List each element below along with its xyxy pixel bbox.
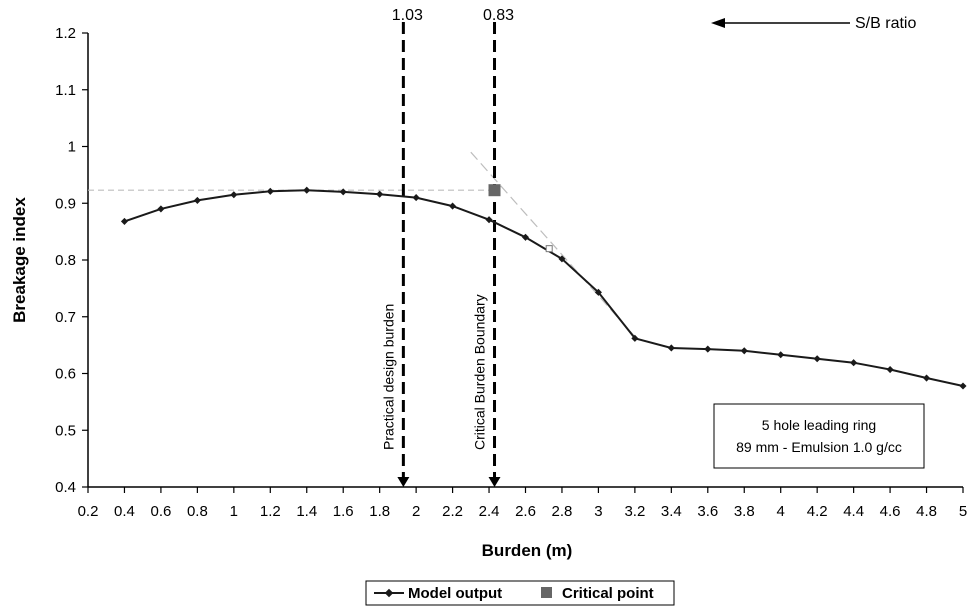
x-tick-label: 0.8 [187, 503, 208, 520]
arrow-down-icon [397, 477, 410, 487]
x-tick-label: 4.4 [843, 503, 864, 520]
vertical-line-label: Practical design burden [380, 304, 396, 450]
legend-line-marker [384, 588, 394, 598]
vertical-line-top-value: 0.83 [483, 7, 514, 24]
data-point [704, 345, 712, 353]
arrow-down-icon [488, 477, 501, 487]
x-tick-label: 2.2 [442, 503, 463, 520]
x-tick-label: 5 [959, 503, 967, 520]
data-point [813, 355, 821, 363]
vertical-line-label: Critical Burden Boundary [472, 294, 488, 450]
data-point [558, 255, 566, 263]
data-point [959, 382, 967, 390]
data-point [157, 205, 165, 213]
x-tick-label: 3 [594, 503, 602, 520]
legend-critical-swatch [541, 587, 552, 598]
x-tick-label: 4 [777, 503, 785, 520]
annotation-line-1: 5 hole leading ring [762, 417, 876, 433]
legend-item-critical-point: Critical point [562, 585, 654, 602]
annotation-box: 5 hole leading ring 89 mm - Emulsion 1.0… [713, 403, 925, 469]
y-tick-label: 0.8 [55, 252, 76, 269]
x-tick-label: 0.4 [114, 503, 135, 520]
critical-point-marker [488, 184, 501, 197]
y-tick-label: 1.1 [55, 82, 76, 99]
legend-frame [365, 580, 675, 606]
x-tick-label: 2.8 [552, 503, 573, 520]
data-point [740, 347, 748, 355]
annotation-line-2: 89 mm - Emulsion 1.0 g/cc [736, 439, 902, 455]
model-output-line [124, 189, 964, 387]
x-tick-label: 1.6 [333, 503, 354, 520]
data-point [193, 196, 201, 204]
data-point [266, 187, 274, 195]
y-tick-label: 0.5 [55, 422, 76, 439]
arrow-head-icon [711, 18, 725, 28]
x-tick-label: 3.6 [697, 503, 718, 520]
data-point [886, 365, 894, 374]
data-point [850, 359, 858, 367]
y-tick-label: 1 [68, 139, 76, 156]
data-point [667, 344, 675, 352]
legend-item-model-output: Model output [408, 585, 502, 602]
sb-ratio-label: S/B ratio [855, 15, 916, 32]
x-tick-label: 2.6 [515, 503, 536, 520]
x-axis-title: Burden (m) [482, 541, 573, 560]
x-tick-label: 1 [230, 503, 238, 520]
legend: Model output Critical point [365, 580, 675, 606]
x-tick-label: 4.6 [880, 503, 901, 520]
data-point [449, 202, 457, 210]
data-point [923, 374, 931, 382]
tangent-reference-line [470, 151, 636, 338]
x-tick-label: 2.4 [479, 503, 500, 520]
y-axis-title: Breakage index [10, 197, 29, 323]
data-point [230, 191, 238, 199]
x-tick-label: 2 [412, 503, 420, 520]
sb-ratio-indicator: S/B ratio [711, 15, 916, 32]
x-tick-label: 3.4 [661, 503, 682, 520]
x-tick-label: 1.8 [369, 503, 390, 520]
open-marker [545, 245, 553, 253]
data-point [485, 216, 493, 224]
model-output-points [120, 186, 967, 390]
data-point [339, 188, 347, 196]
y-axis-ticks: 0.4 0.5 0.6 0.7 0.8 0.9 1 1.1 1.2 [55, 25, 88, 496]
x-tick-label: 4.2 [807, 503, 828, 520]
x-tick-label: 1.2 [260, 503, 281, 520]
data-point [631, 334, 639, 342]
data-point [376, 190, 384, 198]
x-tick-label: 3.8 [734, 503, 755, 520]
data-point [120, 217, 128, 225]
annotation-box-frame [713, 403, 925, 469]
data-point [777, 351, 785, 359]
data-point [594, 288, 602, 296]
x-tick-label: 1.4 [296, 503, 317, 520]
y-tick-label: 0.7 [55, 309, 76, 326]
x-tick-label: 4.8 [916, 503, 937, 520]
y-tick-label: 0.4 [55, 479, 76, 496]
vertical-lines: 1.03 Practical design burden 0.83 Critical … [380, 7, 514, 487]
y-tick-label: 0.9 [55, 195, 76, 212]
x-tick-label: 0.2 [78, 503, 99, 520]
data-point [303, 186, 311, 194]
y-tick-label: 1.2 [55, 25, 76, 42]
y-tick-label: 0.6 [55, 366, 76, 383]
x-tick-label: 0.6 [150, 503, 171, 520]
vertical-line-top-value: 1.03 [392, 7, 423, 24]
x-tick-label: 3.2 [624, 503, 645, 520]
data-point [412, 194, 420, 202]
x-axis-ticks: 0.2 0.4 0.6 0.8 1 1.2 1.4 1.6 1.8 2 2.2 2.4 2.6 2.8 3 3… [78, 487, 967, 520]
data-point [521, 233, 530, 241]
